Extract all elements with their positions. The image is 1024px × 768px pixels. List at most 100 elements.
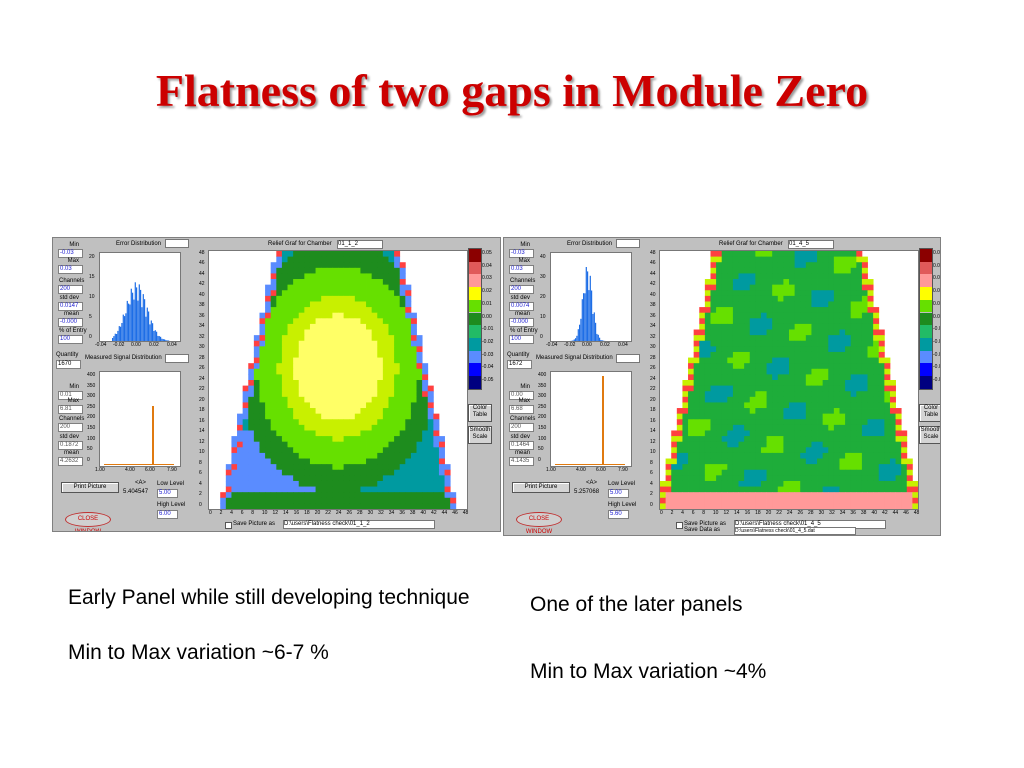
sig-max-field[interactable]: 6.68 [509, 405, 534, 414]
relief-x-tick: 48 [462, 510, 469, 516]
low-level-field[interactable]: 5.00 [157, 489, 178, 498]
high-level-field[interactable]: 6.00 [157, 510, 178, 519]
mean-field[interactable]: -0.000 [509, 318, 534, 327]
save-picture-path-field[interactable]: D:\users\Flatness check\01_1_2 [283, 520, 435, 529]
std-field[interactable]: 0.0074 [509, 302, 534, 311]
color-scale-swatch [920, 274, 932, 288]
sig-channels-field[interactable]: 200 [509, 423, 534, 432]
chamber-field[interactable]: 01_1_2 [337, 240, 383, 249]
min-field[interactable]: -0.03 [58, 249, 83, 258]
max-field[interactable]: 0.03 [509, 265, 534, 274]
signal-x-tick: 1.00 [546, 467, 556, 473]
min-label: Min [69, 242, 79, 248]
entry-field[interactable]: 100 [509, 335, 534, 344]
max-field[interactable]: 0.03 [58, 265, 83, 274]
signal-histogram-plot [99, 371, 181, 467]
mean-field[interactable]: -0.000 [58, 318, 83, 327]
print-picture-button[interactable]: Print Picture [61, 482, 119, 493]
std-field[interactable]: 0.0147 [58, 302, 83, 311]
high-level-field[interactable]: 5.60 [608, 510, 629, 519]
error-x-tick: 0.02 [149, 342, 159, 348]
color-scale-tick: 0.00 [482, 313, 492, 320]
error-histogram-bar [129, 304, 131, 341]
signal-histogram-plot [550, 371, 632, 467]
close-window-button[interactable]: CLOSE WINDOW [65, 512, 111, 531]
error-histogram-bar [600, 340, 602, 341]
relief-x-tick: 20 [314, 510, 321, 516]
chamber-field[interactable]: 01_4_5 [788, 240, 834, 249]
error-y-tick: 10 [540, 314, 546, 320]
color-scale-tick: 0.02 [482, 288, 492, 295]
relief-x-tick: 14 [283, 510, 289, 516]
color-scale-tick: -0.03 [482, 351, 494, 358]
save-picture-label: Save Picture as [233, 521, 276, 527]
save-data-path-field[interactable]: D:\users\Flatness check\01_4_5.dat [734, 527, 856, 535]
relief-y-tick: 12 [199, 438, 205, 445]
low-level-field[interactable]: 5.00 [608, 489, 629, 498]
error-x-tick: -0.04 [95, 342, 107, 348]
sig-mean-field[interactable]: 4.1435 [509, 457, 534, 466]
color-scale [468, 248, 482, 390]
error-histogram-bars [112, 282, 170, 341]
relief-y-tick: 14 [199, 428, 205, 435]
channels-field[interactable]: 200 [58, 285, 83, 294]
error-histogram-bar [136, 287, 138, 341]
close-window-button[interactable]: CLOSE WINDOW [516, 512, 562, 535]
signal-y-tick: 400 [538, 372, 547, 378]
quantity-field[interactable]: 1672 [507, 360, 532, 369]
error-x-tick: 0.02 [600, 342, 610, 348]
color-table-button[interactable]: Color Table [468, 404, 492, 422]
color-scale-swatch [469, 312, 481, 326]
smooth-scale-button[interactable]: Smooth Scale [468, 426, 492, 444]
error-histogram-bar [133, 299, 135, 341]
color-scale-swatch [920, 363, 932, 376]
sig-min-field[interactable]: 0.01 [58, 391, 83, 400]
smooth-scale-button[interactable]: Smooth Scale [919, 426, 940, 444]
color-scale-tick: 0.05 [482, 250, 492, 256]
sig-channels-field[interactable]: 200 [58, 423, 83, 432]
error-histogram-bar [599, 337, 601, 341]
sig-mean-field[interactable]: 4.2632 [58, 457, 83, 466]
color-scale-swatch [469, 337, 481, 351]
color-scale-swatch [920, 261, 932, 275]
legend-swatch-icon [165, 239, 189, 248]
color-scale-tick: 0.03 [933, 275, 940, 282]
sig-std-field[interactable]: 0.1872 [58, 441, 83, 450]
signal-histogram-bars [104, 406, 174, 465]
relief-graf-title: Relief Graf for Chamber [719, 241, 783, 247]
color-table-button[interactable]: Color Table [919, 404, 940, 422]
save-picture-checkbox[interactable] [676, 522, 683, 529]
std-label: std dev [510, 295, 530, 301]
quantity-field[interactable]: 1670 [56, 360, 81, 369]
color-scale-tick: -0.01 [482, 326, 494, 333]
relief-y-tick: 46 [199, 260, 205, 267]
relief-x-tick: 44 [892, 510, 899, 516]
relief-y-tick: 26 [650, 365, 656, 372]
min-field[interactable]: -0.03 [509, 249, 534, 258]
left-panel-screenshot: Error Distribution Min -0.03 Max 0.03 Channel… [52, 237, 501, 532]
relief-x-tick: 44 [441, 510, 448, 516]
signal-y-tick: 50 [538, 446, 544, 453]
print-picture-button[interactable]: Print Picture [512, 482, 570, 493]
color-scale-tick: -0.05 [933, 377, 940, 383]
error-x-tick: -0.04 [546, 342, 558, 348]
error-histogram-bar [121, 323, 123, 341]
error-histogram-bar [585, 267, 587, 341]
relief-y-tick: 18 [199, 407, 205, 414]
sig-mean-label: mean [514, 450, 530, 456]
sig-max-field[interactable]: 6.81 [58, 405, 83, 414]
error-y-tick: 5 [89, 314, 92, 320]
sig-std-field[interactable]: 0.1464 [509, 441, 534, 450]
error-distribution-title: Error Distribution [116, 241, 162, 247]
signal-baseline [104, 464, 174, 465]
channels-field[interactable]: 200 [509, 285, 534, 294]
relief-x-tick: 8 [702, 510, 706, 516]
sig-min-field[interactable]: 0.00 [509, 391, 534, 400]
error-histogram-bar [134, 282, 136, 341]
relief-x-tick: 12 [723, 510, 729, 516]
save-picture-checkbox[interactable] [225, 522, 232, 529]
sig-std-label: std dev [59, 434, 79, 440]
error-histogram-bar [588, 290, 590, 341]
sig-min-label: Min [520, 384, 530, 390]
entry-field[interactable]: 100 [58, 335, 83, 344]
